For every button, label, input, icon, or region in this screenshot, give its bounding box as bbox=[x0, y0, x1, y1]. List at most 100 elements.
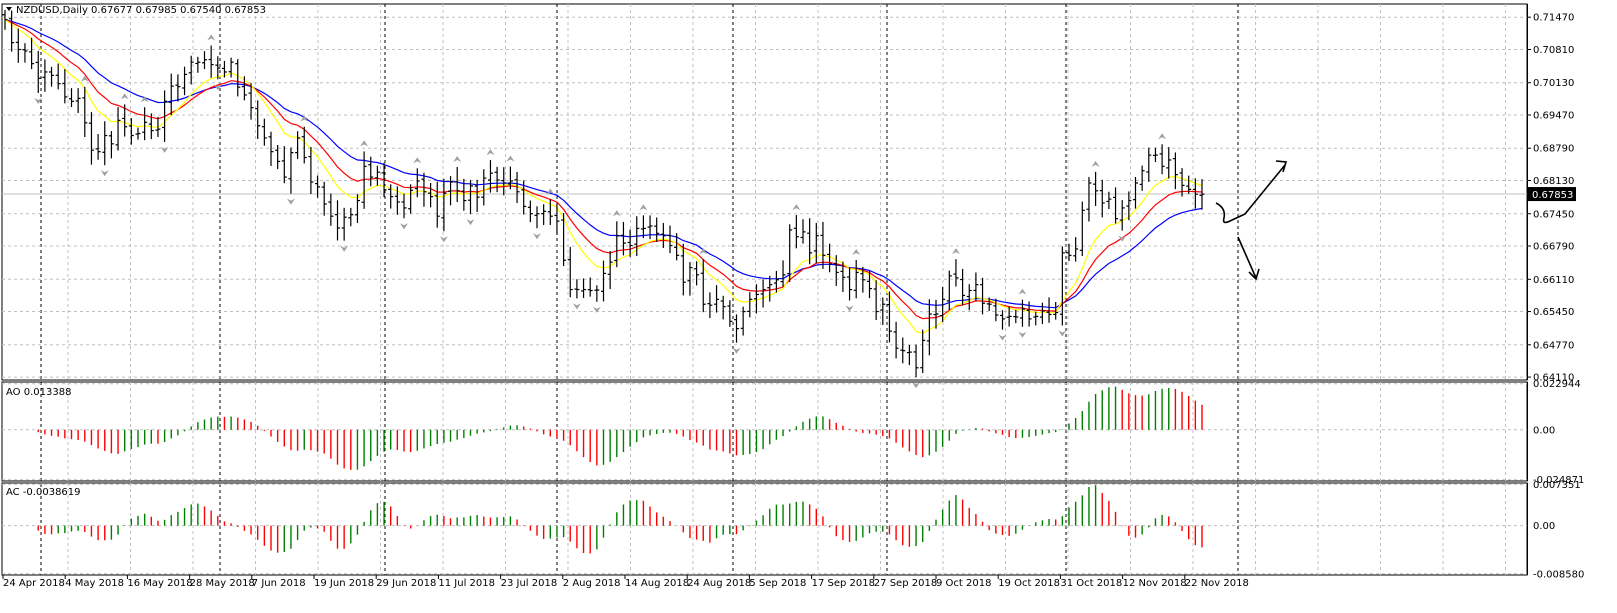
fractal-up-icon bbox=[140, 96, 149, 103]
ohlc-bar bbox=[1113, 187, 1119, 224]
ohlc-bar bbox=[35, 50, 41, 93]
fractal-up-icon bbox=[639, 204, 648, 211]
x-tick-label: 24 Aug 2018 bbox=[687, 578, 751, 589]
ohlc-bar bbox=[667, 225, 673, 254]
ohlc-bar bbox=[734, 314, 739, 343]
ohlc-bar bbox=[714, 285, 720, 313]
fractal-up-icon bbox=[453, 156, 462, 163]
ohlc-bar bbox=[374, 165, 380, 186]
ohlc-bar bbox=[275, 144, 281, 170]
ohlc-bar bbox=[973, 272, 979, 302]
ao-y-tick-label: 0.00 bbox=[1533, 425, 1555, 436]
fractal-up-icon bbox=[506, 155, 515, 162]
fractal-down-icon bbox=[572, 303, 581, 310]
ma-mid-line bbox=[4, 19, 1203, 320]
ohlc-bar bbox=[1059, 246, 1065, 326]
ohlc-bar bbox=[128, 118, 134, 145]
x-tick-label: 29 Jun 2018 bbox=[376, 578, 436, 589]
ohlc-bar bbox=[494, 166, 500, 193]
ohlc-bar bbox=[182, 66, 188, 96]
ohlc-bar bbox=[787, 224, 793, 282]
price-axis-line bbox=[1527, 4, 1528, 380]
fractal-up-icon bbox=[1018, 288, 1027, 295]
ohlc-bar bbox=[587, 277, 593, 297]
ohlc-bar bbox=[1093, 171, 1099, 206]
ohlc-bar bbox=[135, 127, 141, 140]
ohlc-bar bbox=[1199, 179, 1205, 210]
y-tick-label: 0.68790 bbox=[1533, 144, 1574, 155]
ohlc-bar bbox=[1026, 301, 1032, 327]
x-tick-label: 16 May 2018 bbox=[127, 578, 192, 589]
x-tick-label: 9 Oct 2018 bbox=[936, 578, 991, 589]
ohlc-bar bbox=[1086, 176, 1092, 222]
x-tick-label: 19 Jun 2018 bbox=[314, 578, 374, 589]
ohlc-bar bbox=[980, 277, 986, 315]
fractals bbox=[34, 34, 1167, 389]
ohlc-bar bbox=[1006, 306, 1012, 327]
ohlc-bar bbox=[1079, 201, 1085, 256]
x-tick-label: 24 Apr 2018 bbox=[3, 578, 65, 589]
ac-y-tick-label: 0.00 bbox=[1533, 521, 1555, 532]
ohlc-bar bbox=[168, 73, 174, 116]
x-tick-label: 31 Oct 2018 bbox=[1060, 578, 1122, 589]
ohlc-bar bbox=[507, 166, 513, 190]
x-tick-label: 23 Jul 2018 bbox=[501, 578, 558, 589]
ohlc-bar bbox=[208, 45, 214, 78]
ohlc-bar bbox=[215, 56, 221, 80]
ohlc-bar bbox=[1179, 168, 1185, 197]
ohlc-bar bbox=[827, 243, 833, 273]
ohlc-bar bbox=[1166, 147, 1172, 179]
ohlc-bar bbox=[820, 221, 826, 269]
ohlc-bar bbox=[102, 121, 108, 166]
ohlc-bar bbox=[368, 156, 374, 187]
ohlc-bar bbox=[674, 233, 680, 261]
ohlc-bar bbox=[108, 131, 114, 159]
ohlc-bar bbox=[115, 107, 121, 151]
ohlc-bar bbox=[301, 126, 307, 164]
ohlc-bar bbox=[1152, 147, 1158, 163]
pane-frame-2 bbox=[1, 381, 1528, 482]
ohlc-bar bbox=[55, 63, 61, 90]
fractal-up-icon bbox=[951, 248, 960, 255]
ohlc-bar bbox=[753, 284, 759, 314]
ohlc-bar bbox=[1146, 147, 1152, 182]
ohlc-bar bbox=[893, 321, 899, 359]
fractal-down-icon bbox=[100, 170, 109, 177]
ohlc-bar bbox=[414, 168, 420, 198]
ohlc-bar bbox=[1019, 299, 1025, 327]
fractal-down-icon bbox=[400, 223, 408, 230]
y-tick-label: 0.67450 bbox=[1533, 209, 1574, 220]
ohlc-bar bbox=[288, 147, 294, 194]
ohlc-bar bbox=[308, 146, 314, 194]
ohlc-bar bbox=[807, 218, 813, 265]
x-tick-label: 11 Jul 2018 bbox=[438, 578, 495, 589]
ohlc-bar bbox=[960, 268, 966, 306]
ohlc-bar bbox=[913, 344, 919, 378]
ohlc-bar bbox=[946, 270, 952, 310]
ohlc-bar bbox=[434, 181, 440, 228]
x-tick-label: 12 Nov 2018 bbox=[1123, 578, 1187, 589]
ohlc-bar bbox=[547, 199, 553, 226]
ohlc-bar bbox=[634, 216, 640, 257]
dropdown-triangle-icon[interactable] bbox=[6, 7, 12, 11]
ohlc-bar bbox=[680, 243, 686, 296]
ohlc-bar bbox=[966, 284, 972, 311]
x-tick-label: 7 Jun 2018 bbox=[252, 578, 306, 589]
ohlc-bar bbox=[521, 180, 527, 215]
current-price-label: 0.67853 bbox=[1532, 190, 1573, 201]
fractal-down-icon bbox=[592, 306, 601, 313]
ohlc-bar bbox=[1073, 237, 1079, 262]
ao-y-tick-label: -0.024871 bbox=[1533, 475, 1584, 486]
x-tick-label: 22 Nov 2018 bbox=[1185, 578, 1249, 589]
ohlc-bar bbox=[155, 116, 161, 137]
ohlc-bar bbox=[255, 100, 261, 140]
ohlc-bar bbox=[1046, 297, 1052, 323]
ohlc-bar bbox=[82, 86, 88, 138]
ac-title: AC -0.0038619 bbox=[6, 487, 81, 498]
ohlc-bar bbox=[454, 167, 460, 202]
x-tick-label: 28 May 2018 bbox=[190, 578, 255, 589]
ohlc-bar bbox=[767, 275, 773, 302]
ohlc-bar bbox=[42, 59, 48, 92]
ohlc-bar bbox=[1106, 191, 1112, 210]
ohlc-bar bbox=[394, 186, 400, 215]
